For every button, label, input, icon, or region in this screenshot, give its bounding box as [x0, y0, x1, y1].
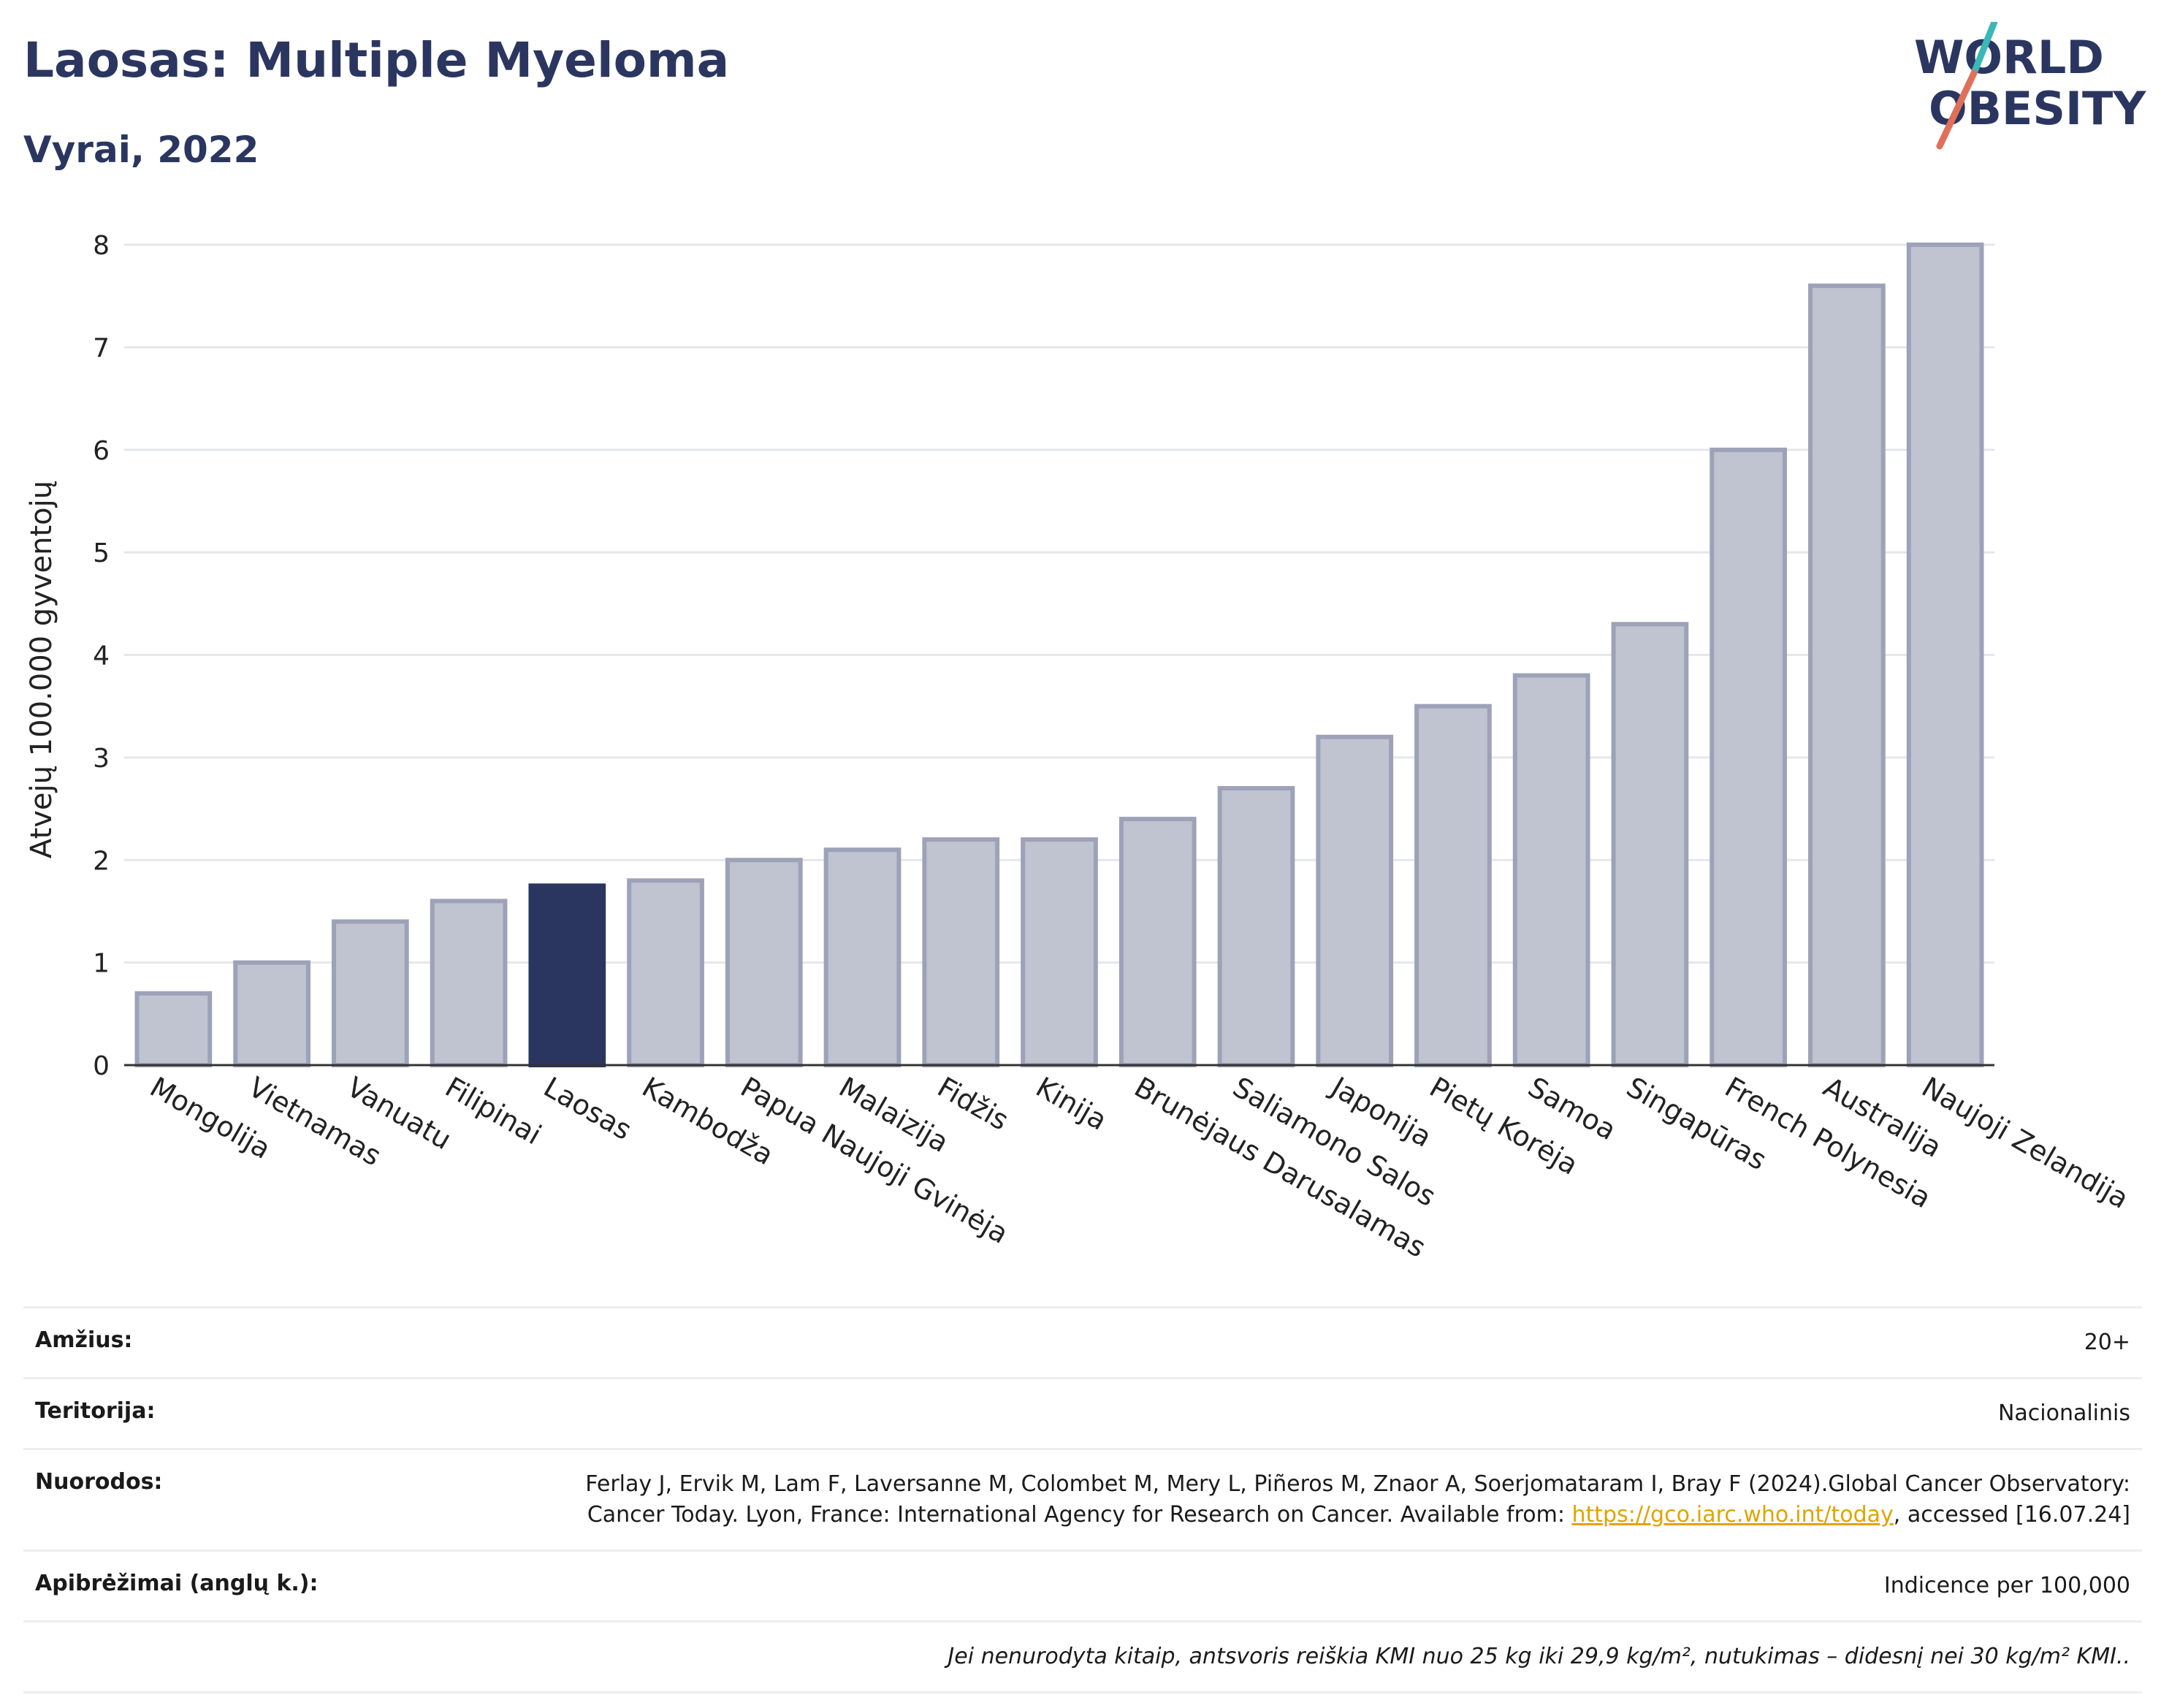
x-tick-label: Naujoji Zelandija — [1916, 1071, 2134, 1215]
x-tick-label: Laosas — [538, 1071, 637, 1146]
references-accessed: , accessed [16.07.24] — [1893, 1502, 2130, 1528]
bar-fidžis — [922, 837, 1000, 1068]
bar-saliamono-salos — [1217, 785, 1295, 1068]
y-tick-label: 6 — [93, 436, 110, 466]
y-tick-label: 2 — [93, 846, 110, 876]
bar-chart: 012345678MongolijaVietnamasVanuatuFilipi… — [25, 231, 2134, 1264]
bar-pietų-korėja — [1414, 704, 1492, 1067]
y-tick-label: 4 — [93, 641, 110, 671]
info-row-note: Jei nenurodyta kitaip, antsvoris reiškia… — [23, 1623, 2142, 1693]
bar-vanuatu — [331, 919, 409, 1067]
bar-malaizija — [823, 847, 902, 1068]
bar-mongolija — [134, 991, 213, 1068]
territory-value: Nacionalinis — [1997, 1400, 2130, 1426]
bar-naujoji-zelandija — [1906, 243, 1984, 1067]
age-label: Amžius: — [35, 1327, 133, 1353]
info-row-territory: Teritorija: Nacionalinis — [23, 1379, 2142, 1450]
page-title: Laosas: Multiple Myeloma — [23, 32, 730, 88]
references-text: Ferlay J, Ervik M, Lam F, Laversanne M, … — [585, 1471, 2130, 1528]
bar-filipinai — [430, 899, 508, 1068]
info-table: Amžius: 20+ Teritorija: Nacionalinis Nuo… — [23, 1306, 2142, 1693]
y-tick-label: 8 — [93, 231, 110, 261]
references-label: Nuorodos: — [35, 1469, 163, 1495]
bar-samoa — [1512, 673, 1590, 1067]
y-axis-label: Atvejų 100.000 gyventojų — [25, 481, 58, 858]
bar-brunėjaus-darusalamas — [1118, 817, 1197, 1067]
logo-line-1: WORLD — [1914, 31, 2104, 84]
bar-kambodža — [627, 878, 704, 1067]
info-row-age: Amžius: 20+ — [23, 1308, 2142, 1379]
y-tick-label: 0 — [93, 1051, 110, 1081]
x-tick-label: Filipinai — [440, 1071, 546, 1151]
bar-french-polynesia — [1710, 447, 1788, 1067]
page-subtitle: Vyrai, 2022 — [23, 129, 259, 171]
bar-vietnamas — [233, 960, 310, 1067]
age-value: 20+ — [2084, 1330, 2130, 1355]
info-row-definitions: Apibrėžimai (anglų k.): Indicence per 10… — [23, 1552, 2142, 1623]
info-row-references: Nuorodos: Ferlay J, Ervik M, Lam F, Lave… — [23, 1450, 2142, 1552]
bar-laosas — [528, 883, 606, 1067]
bar-papua-naujoji-gvinėja — [725, 858, 803, 1067]
bar-australija — [1808, 283, 1886, 1067]
bar-singapūras — [1611, 622, 1689, 1067]
y-tick-label: 5 — [93, 538, 110, 568]
bar-japonija — [1316, 734, 1394, 1067]
definitions-label: Apibrėžimai (anglų k.): — [35, 1571, 319, 1596]
y-tick-label: 3 — [93, 744, 110, 774]
x-tick-label: Kinija — [1031, 1071, 1113, 1137]
bar-kinija — [1021, 837, 1098, 1068]
references-link[interactable]: https://gco.iarc.who.int/today — [1571, 1502, 1894, 1528]
footnote: Jei nenurodyta kitaip, antsvoris reiškia… — [948, 1644, 2130, 1669]
world-obesity-logo: WORLD OBESITY — [1914, 22, 2146, 150]
bars — [134, 243, 1984, 1068]
references-value: Ferlay J, Ervik M, Lam F, Laversanne M, … — [538, 1469, 2130, 1530]
territory-label: Teritorija: — [35, 1398, 156, 1424]
definitions-value: Indicence per 100,000 — [1883, 1573, 2130, 1598]
y-tick-label: 7 — [93, 333, 110, 363]
y-tick-label: 1 — [93, 949, 110, 979]
